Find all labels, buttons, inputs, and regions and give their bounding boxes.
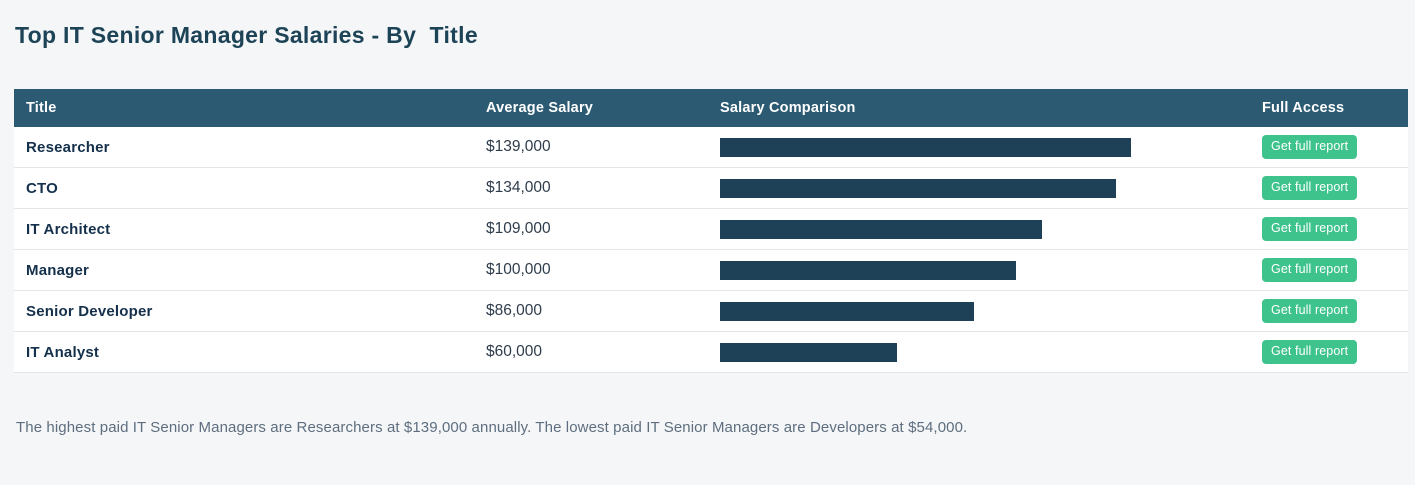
get-full-report-button[interactable]: Get full report bbox=[1262, 258, 1358, 282]
table-row: IT Analyst $60,000 Get full report bbox=[14, 332, 1408, 373]
get-full-report-button[interactable]: Get full report bbox=[1262, 217, 1358, 241]
get-full-report-button[interactable]: Get full report bbox=[1262, 299, 1358, 323]
salary-bar bbox=[720, 260, 1016, 280]
salary-bar-track bbox=[720, 260, 1131, 280]
salary-bar bbox=[720, 178, 1117, 198]
table-row: IT Architect $109,000 Get full report bbox=[14, 209, 1408, 250]
header-full-access: Full Access bbox=[1262, 100, 1345, 116]
summary-text: The highest paid IT Senior Managers are … bbox=[16, 419, 968, 436]
row-title: IT Architect bbox=[26, 220, 111, 238]
table-row: Researcher $139,000 Get full report bbox=[14, 127, 1408, 168]
salary-bar-track bbox=[720, 342, 1131, 362]
row-salary: $109,000 bbox=[486, 220, 551, 237]
row-salary: $86,000 bbox=[486, 302, 543, 319]
table-header-row: Title Average Salary Salary Comparison F… bbox=[14, 89, 1408, 127]
get-full-report-button[interactable]: Get full report bbox=[1262, 135, 1358, 159]
row-salary: $139,000 bbox=[486, 138, 551, 155]
salary-bar-track bbox=[720, 301, 1131, 321]
salary-bar bbox=[720, 301, 975, 321]
table-row: Senior Developer $86,000 Get full report bbox=[14, 291, 1408, 332]
salary-bar bbox=[720, 219, 1043, 239]
row-title: Manager bbox=[26, 261, 90, 279]
row-salary: $134,000 bbox=[486, 179, 551, 196]
header-salary-comparison: Salary Comparison bbox=[720, 100, 856, 116]
row-title: CTO bbox=[26, 179, 58, 197]
row-salary: $60,000 bbox=[486, 343, 543, 360]
header-average-salary: Average Salary bbox=[486, 100, 594, 116]
row-title: Senior Developer bbox=[26, 302, 153, 320]
salary-table: Title Average Salary Salary Comparison F… bbox=[14, 89, 1408, 373]
get-full-report-button[interactable]: Get full report bbox=[1262, 340, 1358, 364]
salary-bar-track bbox=[720, 219, 1131, 239]
salary-bar bbox=[720, 137, 1131, 157]
row-title: IT Analyst bbox=[26, 343, 100, 361]
row-salary: $100,000 bbox=[486, 261, 551, 278]
salary-bar-track bbox=[720, 137, 1131, 157]
table-row: Manager $100,000 Get full report bbox=[14, 250, 1408, 291]
header-title: Title bbox=[26, 100, 57, 116]
salary-bar-track bbox=[720, 178, 1131, 198]
table-row: CTO $134,000 Get full report bbox=[14, 168, 1408, 209]
get-full-report-button[interactable]: Get full report bbox=[1262, 176, 1358, 200]
row-title: Researcher bbox=[26, 138, 110, 156]
salary-bar bbox=[720, 342, 898, 362]
page-title: Top IT Senior Manager Salaries - By Titl… bbox=[15, 22, 478, 48]
